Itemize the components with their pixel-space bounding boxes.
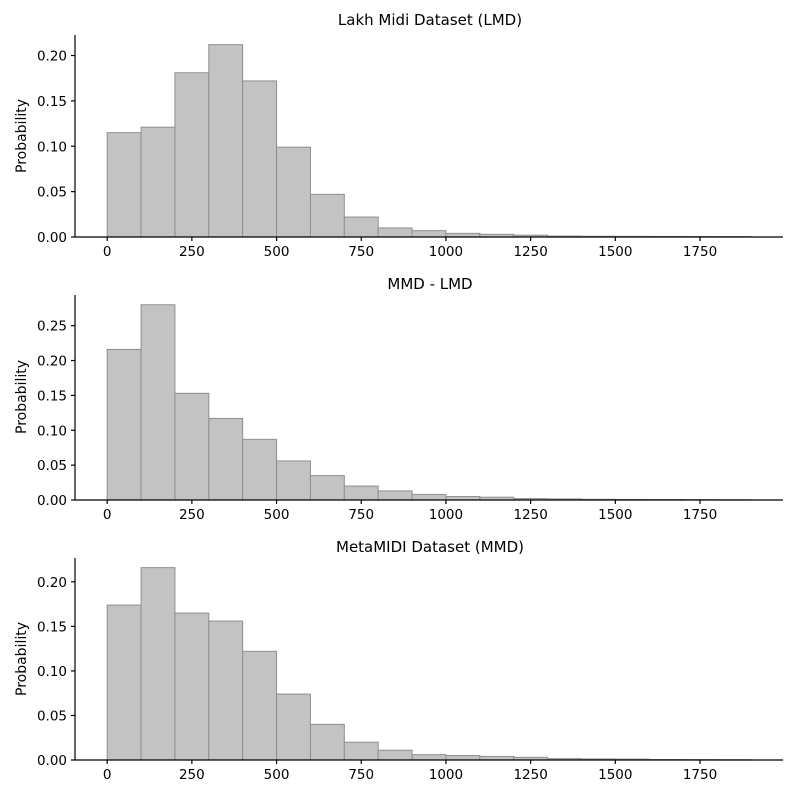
y-tick-label: 0.10 <box>37 139 67 155</box>
histogram-bar <box>175 613 209 760</box>
x-tick-label: 500 <box>264 767 290 783</box>
histogram-bar <box>175 393 209 500</box>
plot-area: 0 250 500 750 1000 1250 1500 1750 0.00 0.05 0.10 0.… <box>37 295 783 523</box>
x-tick-label: 1000 <box>429 507 463 523</box>
histogram-bar <box>141 305 175 500</box>
x-tick-label: 750 <box>348 244 374 260</box>
x-tick-label: 1750 <box>683 244 717 260</box>
y-tick-label: 0.15 <box>37 94 67 110</box>
y-tick-label: 0.05 <box>37 708 67 724</box>
histogram-bar <box>243 651 277 760</box>
y-tick-label: 0.20 <box>37 575 67 591</box>
x-tick-label: 250 <box>179 767 205 783</box>
x-tick-label: 1250 <box>513 507 547 523</box>
x-tick-label: 1500 <box>598 244 632 260</box>
histogram-bar <box>243 439 277 500</box>
chart-title: Lakh Midi Dataset (LMD) <box>338 11 522 29</box>
y-tick-label: 0.10 <box>37 423 67 439</box>
chart-panel-mmd: MetaMIDI Dataset (MMD) Probability 0 250 5… <box>14 538 783 783</box>
histogram-bar <box>141 568 175 760</box>
histogram-bar <box>175 73 209 237</box>
y-tick-label: 0.00 <box>37 753 67 769</box>
x-tick-label: 750 <box>348 767 374 783</box>
x-tick-label: 1250 <box>513 244 547 260</box>
histogram-bar <box>141 127 175 237</box>
y-tick-label: 0.20 <box>37 354 67 370</box>
y-tick-label: 0.05 <box>37 458 67 474</box>
histogram-bar <box>107 133 141 237</box>
x-tick-label: 1000 <box>429 767 463 783</box>
y-tick-label: 0.15 <box>37 619 67 635</box>
histogram-bar <box>277 147 311 237</box>
plot-area: 0 250 500 750 1000 1250 1500 1750 0.00 0.05 0.10 0.… <box>37 35 783 260</box>
histogram-bar <box>209 621 243 760</box>
y-tick-label: 0.25 <box>37 319 67 335</box>
histogram-bar <box>378 228 412 237</box>
chart-panel-lmd: Lakh Midi Dataset (LMD) Probability 0 250… <box>14 11 783 260</box>
histogram-bar <box>209 45 243 237</box>
y-axis-label: Probability <box>14 622 30 696</box>
histogram-bar <box>310 476 344 500</box>
x-tick-label: 750 <box>348 507 374 523</box>
histogram-bar <box>412 494 446 500</box>
histogram-bar <box>243 81 277 237</box>
x-tick-label: 500 <box>264 507 290 523</box>
x-tick-label: 1750 <box>683 507 717 523</box>
histogram-bar <box>310 194 344 237</box>
x-tick-label: 250 <box>179 507 205 523</box>
chart-title: MetaMIDI Dataset (MMD) <box>336 538 524 556</box>
y-tick-label: 0.15 <box>37 388 67 404</box>
x-tick-label: 1500 <box>598 507 632 523</box>
histogram-bar <box>378 491 412 500</box>
histogram-bar <box>412 231 446 237</box>
x-tick-label: 1000 <box>429 244 463 260</box>
y-tick-label: 0.05 <box>37 185 67 201</box>
x-tick-label: 500 <box>264 244 290 260</box>
histogram-bar <box>344 217 378 237</box>
plot-area: 0 250 500 750 1000 1250 1500 1750 0.00 0.05 0.10 0.… <box>37 558 783 783</box>
y-tick-label: 0.00 <box>37 230 67 246</box>
y-tick-label: 0.00 <box>37 493 67 509</box>
x-tick-label: 1500 <box>598 767 632 783</box>
y-tick-label: 0.10 <box>37 664 67 680</box>
x-tick-label: 0 <box>103 244 112 260</box>
histogram-bar <box>277 694 311 760</box>
histogram-bar <box>412 755 446 760</box>
x-tick-label: 0 <box>103 507 112 523</box>
histogram-bar <box>107 605 141 760</box>
histogram-bar <box>209 418 243 500</box>
x-tick-label: 1250 <box>513 767 547 783</box>
histogram-bar <box>107 349 141 500</box>
chart-panel-mmd-minus-lmd: MMD - LMD Probability 0 250 500 750 1000 1250… <box>14 275 783 523</box>
histogram-bar <box>344 486 378 500</box>
y-axis-label: Probability <box>14 360 30 434</box>
histogram-bar <box>378 750 412 760</box>
histogram-bar <box>277 461 311 500</box>
y-axis-label: Probability <box>14 99 30 173</box>
chart-title: MMD - LMD <box>387 275 472 293</box>
y-tick-label: 0.20 <box>37 49 67 65</box>
histogram-bar <box>344 742 378 760</box>
histogram-bar <box>446 756 480 760</box>
x-tick-label: 250 <box>179 244 205 260</box>
x-tick-label: 1750 <box>683 767 717 783</box>
x-tick-label: 0 <box>103 767 112 783</box>
histogram-bar <box>310 724 344 760</box>
